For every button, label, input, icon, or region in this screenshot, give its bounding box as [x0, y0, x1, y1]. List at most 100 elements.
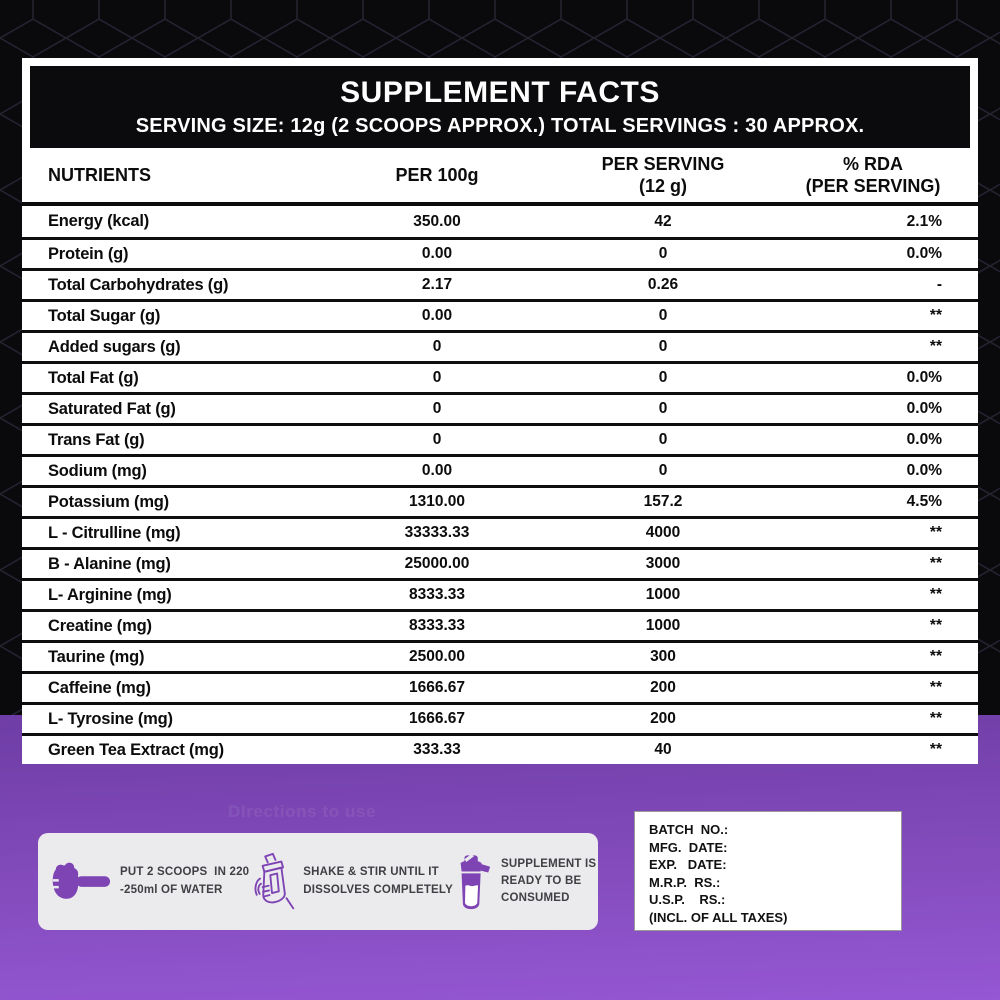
nutrient-name-cell: Total Fat (g) [48, 368, 139, 387]
per-serving-cell: 1000 [645, 617, 681, 634]
table-row: Total Carbohydrates (g) 2.17 0.26 - [22, 268, 978, 299]
rda-per-serving-cell: ** [929, 648, 942, 665]
nutrient-name-cell: L- Tyrosine (mg) [48, 709, 173, 728]
nutrient-name-cell: Sodium (mg) [48, 461, 147, 480]
nutrient-name-cell: Trans Fat (g) [48, 430, 145, 449]
per-100g-cell: 0.00 [421, 245, 453, 262]
column-header-rda: % RDA (PER SERVING) [805, 153, 941, 197]
nutrient-name-cell: B - Alanine (mg) [48, 554, 171, 573]
per-serving-cell: 157.2 [643, 493, 683, 510]
per-100g-cell: 333.33 [413, 741, 461, 758]
column-header-nutrients: NUTRIENTS [48, 164, 151, 185]
nutrient-name-cell: L - Citrulline (mg) [48, 523, 181, 542]
batch-info-line: MFG. DATE: [649, 839, 728, 855]
table-row: Taurine (mg) 2500.00 300 ** [22, 640, 978, 671]
rda-per-serving-cell: ** [929, 307, 942, 324]
rda-per-serving-cell: 0.0% [906, 462, 942, 479]
batch-info-line: BATCH NO.: [649, 822, 729, 837]
per-serving-cell: 3000 [645, 555, 681, 572]
column-header-per-100g: PER 100g [395, 164, 479, 185]
shake-stir-icon [254, 852, 295, 909]
ready-shaker-icon [460, 853, 491, 909]
nutrient-name-cell: Saturated Fat (g) [48, 399, 176, 418]
per-100g-cell: 2500.00 [408, 648, 466, 665]
per-100g-cell: 1666.67 [408, 710, 466, 727]
nutrient-name-cell: Potassium (mg) [48, 492, 169, 511]
batch-info-line: (INCL. OF ALL TAXES) [649, 909, 788, 925]
rda-per-serving-cell: ** [929, 710, 942, 727]
rda-per-serving-cell: 0.0% [906, 431, 942, 448]
per-serving-cell: 0 [658, 245, 668, 262]
table-row: Green Tea Extract (mg) 333.33 40 ** [22, 733, 978, 764]
per-serving-cell: 40 [654, 741, 672, 758]
per-100g-cell: 350.00 [413, 212, 461, 230]
rda-per-serving-cell: 0.0% [906, 400, 942, 417]
table-row: Total Sugar (g) 0.00 0 ** [22, 299, 978, 330]
table-row: Sodium (mg) 0.00 0 0.0% [22, 454, 978, 485]
table-row: Potassium (mg) 1310.00 157.2 4.5% [22, 485, 978, 516]
per-100g-cell: 33333.33 [404, 524, 470, 541]
per-serving-cell: 0 [658, 431, 668, 448]
directions-watermark: DIrections to use [228, 802, 377, 821]
nutrient-name-cell: Caffeine (mg) [48, 678, 151, 697]
serving-size-line: SERVING SIZE: 12g (2 SCOOPS APPROX.) TOT… [135, 115, 865, 137]
per-serving-cell: 200 [650, 710, 676, 727]
per-serving-cell: 1000 [645, 586, 681, 603]
rda-per-serving-cell: ** [929, 741, 942, 758]
per-serving-cell: 0 [658, 307, 668, 324]
nutrient-name-cell: Protein (g) [48, 244, 129, 263]
table-row: L- Arginine (mg) 8333.33 1000 ** [22, 578, 978, 609]
per-100g-cell: 2.17 [421, 276, 453, 293]
nutrient-name-cell: Added sugars (g) [48, 337, 181, 356]
rda-per-serving-cell: 4.5% [906, 493, 942, 510]
nutrients-table-body: Energy (kcal) 350.00 42 2.1% Protein (g)… [22, 206, 978, 764]
per-serving-cell: 200 [650, 679, 676, 696]
rda-per-serving-cell: ** [929, 617, 942, 634]
panel-title: SUPPLEMENT FACTS [340, 76, 660, 109]
per-serving-cell: 0 [658, 338, 668, 355]
table-row: Total Fat (g) 0 0 0.0% [22, 361, 978, 392]
directions-box: PUT 2 SCOOPS IN 220 -250ml OF WATER SH [38, 833, 598, 930]
per-serving-cell: 0 [658, 369, 668, 386]
per-100g-cell: 0 [432, 338, 442, 355]
direction-step-text: PUT 2 SCOOPS IN 220 -250ml OF WATER [120, 866, 250, 896]
table-row: Energy (kcal) 350.00 42 2.1% [22, 206, 978, 237]
rda-per-serving-cell: ** [929, 338, 942, 355]
rda-per-serving-cell: 0.0% [906, 369, 942, 386]
table-header-row: NUTRIENTS PER 100g PER SERVING (12 g) % … [22, 148, 978, 206]
per-serving-cell: 0 [658, 400, 668, 417]
rda-per-serving-cell: ** [929, 679, 942, 696]
per-100g-cell: 8333.33 [408, 586, 466, 603]
nutrient-name-cell: Taurine (mg) [48, 647, 145, 666]
column-header-per-serving: PER SERVING (12 g) [601, 153, 725, 197]
table-row: Creatine (mg) 8333.33 1000 ** [22, 609, 978, 640]
nutrient-name-cell: Green Tea Extract (mg) [48, 740, 224, 759]
batch-info-box: BATCH NO.: MFG. DATE: EXP. DATE: M.R.P. … [634, 811, 902, 931]
nutrient-name-cell: Creatine (mg) [48, 616, 152, 635]
per-100g-cell: 0 [432, 369, 442, 386]
table-row: Caffeine (mg) 1666.67 200 ** [22, 671, 978, 702]
direction-step-text: SHAKE & STIR UNTIL IT DISSOLVES COMPLETE… [303, 866, 453, 896]
per-serving-cell: 4000 [645, 524, 681, 541]
per-serving-cell: 0 [658, 462, 668, 479]
per-100g-cell: 25000.00 [404, 555, 470, 572]
table-row: Added sugars (g) 0 0 ** [22, 330, 978, 361]
per-100g-cell: 8333.33 [408, 617, 466, 634]
per-100g-cell: 0 [432, 400, 442, 417]
per-100g-cell: 1666.67 [408, 679, 466, 696]
rda-per-serving-cell: ** [929, 586, 942, 603]
rda-per-serving-cell: 2.1% [906, 212, 942, 230]
table-row: Trans Fat (g) 0 0 0.0% [22, 423, 978, 454]
table-row: L- Tyrosine (mg) 1666.67 200 ** [22, 702, 978, 733]
per-100g-cell: 0.00 [421, 462, 453, 479]
per-100g-cell: 0.00 [421, 307, 453, 324]
nutrient-name-cell: Total Carbohydrates (g) [48, 275, 229, 294]
per-serving-cell: 0.26 [647, 276, 679, 293]
direction-step-ready: SUPPLEMENT IS READY TO BE CONSUMED [453, 853, 596, 911]
direction-step-shake: SHAKE & STIR UNTIL IT DISSOLVES COMPLETE… [249, 850, 453, 914]
table-row: L - Citrulline (mg) 33333.33 4000 ** [22, 516, 978, 547]
rda-per-serving-cell: ** [929, 524, 942, 541]
per-100g-cell: 1310.00 [408, 493, 466, 510]
per-serving-cell: 42 [654, 212, 672, 230]
